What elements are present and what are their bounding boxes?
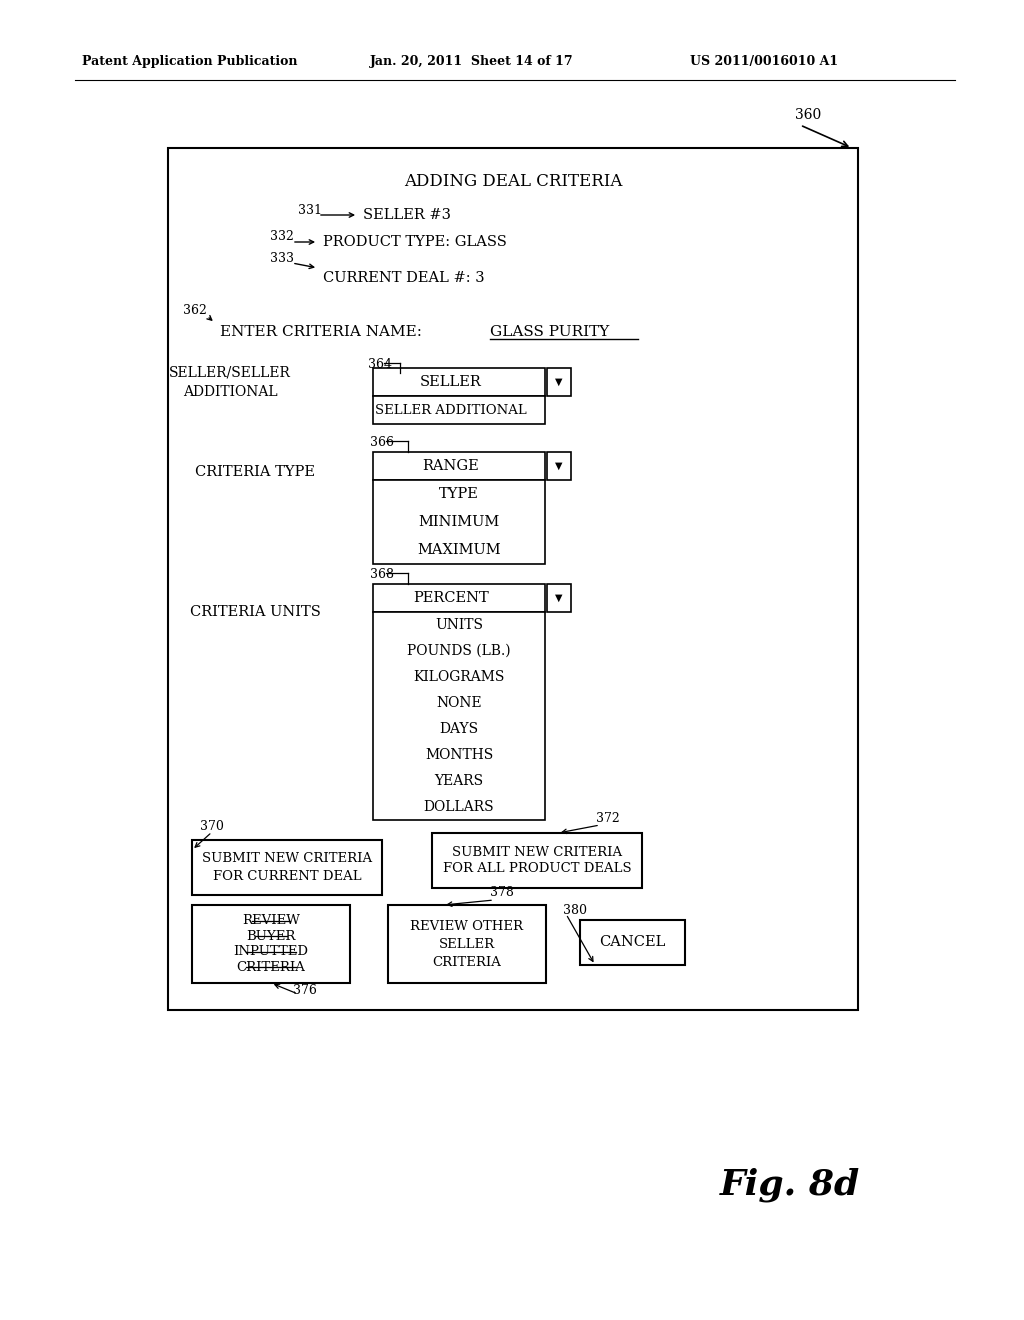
- Text: DAYS: DAYS: [439, 722, 478, 737]
- Text: POUNDS (LB.): POUNDS (LB.): [408, 644, 511, 657]
- Text: CANCEL: CANCEL: [599, 936, 666, 949]
- Bar: [432, 833, 642, 888]
- Text: 366: 366: [370, 437, 394, 450]
- Text: ▼: ▼: [555, 593, 563, 603]
- Text: MONTHS: MONTHS: [425, 748, 494, 762]
- Text: 333: 333: [270, 252, 294, 264]
- Text: MAXIMUM: MAXIMUM: [417, 543, 501, 557]
- Text: Fig. 8d: Fig. 8d: [720, 1168, 860, 1203]
- Bar: [193, 906, 350, 983]
- Text: 370: 370: [200, 820, 224, 833]
- Text: INPUTTED: INPUTTED: [233, 945, 308, 958]
- Text: NONE: NONE: [436, 696, 482, 710]
- Bar: [168, 148, 858, 1010]
- Text: 362: 362: [183, 304, 207, 317]
- Text: 332: 332: [270, 231, 294, 243]
- Text: GLASS PURITY: GLASS PURITY: [490, 325, 609, 339]
- Text: 378: 378: [490, 887, 514, 899]
- Text: MINIMUM: MINIMUM: [419, 515, 500, 529]
- Text: 380: 380: [563, 903, 587, 916]
- Text: CURRENT DEAL #: 3: CURRENT DEAL #: 3: [323, 271, 484, 285]
- Text: SUBMIT NEW CRITERIA
FOR CURRENT DEAL: SUBMIT NEW CRITERIA FOR CURRENT DEAL: [202, 853, 372, 883]
- Text: CRITERIA UNITS: CRITERIA UNITS: [189, 605, 321, 619]
- Text: KILOGRAMS: KILOGRAMS: [414, 671, 505, 684]
- Text: UNITS: UNITS: [435, 618, 483, 632]
- Bar: [547, 368, 571, 396]
- Text: RANGE: RANGE: [423, 459, 479, 473]
- Text: BUYER: BUYER: [247, 929, 296, 942]
- Bar: [547, 451, 571, 480]
- Bar: [373, 583, 545, 612]
- Bar: [373, 451, 545, 480]
- Bar: [193, 840, 382, 895]
- Text: TYPE: TYPE: [439, 487, 479, 502]
- Text: REVIEW OTHER
SELLER
CRITERIA: REVIEW OTHER SELLER CRITERIA: [411, 920, 523, 969]
- Text: SELLER ADDITIONAL: SELLER ADDITIONAL: [375, 404, 527, 417]
- Bar: [373, 368, 545, 396]
- Bar: [388, 906, 546, 983]
- Text: CRITERIA: CRITERIA: [237, 961, 305, 974]
- Text: ▼: ▼: [555, 461, 563, 471]
- Text: SELLER: SELLER: [420, 375, 482, 389]
- Text: Jan. 20, 2011  Sheet 14 of 17: Jan. 20, 2011 Sheet 14 of 17: [370, 55, 573, 69]
- Text: 376: 376: [293, 983, 316, 997]
- Bar: [373, 396, 545, 424]
- Text: 368: 368: [370, 569, 394, 582]
- Bar: [547, 583, 571, 612]
- Text: SELLER/SELLER
ADDITIONAL: SELLER/SELLER ADDITIONAL: [169, 366, 291, 399]
- Text: PRODUCT TYPE: GLASS: PRODUCT TYPE: GLASS: [323, 235, 507, 249]
- Text: REVIEW: REVIEW: [242, 913, 300, 927]
- Text: Patent Application Publication: Patent Application Publication: [82, 55, 298, 69]
- Text: 360: 360: [795, 108, 821, 121]
- Text: US 2011/0016010 A1: US 2011/0016010 A1: [690, 55, 838, 69]
- Bar: [373, 612, 545, 820]
- Bar: [580, 920, 685, 965]
- Text: SUBMIT NEW CRITERIA
FOR ALL PRODUCT DEALS: SUBMIT NEW CRITERIA FOR ALL PRODUCT DEAL…: [442, 846, 632, 875]
- Text: ADDING DEAL CRITERIA: ADDING DEAL CRITERIA: [403, 173, 623, 190]
- Text: 331: 331: [298, 203, 322, 216]
- Text: 364: 364: [368, 359, 392, 371]
- Text: SELLER #3: SELLER #3: [362, 209, 451, 222]
- Text: YEARS: YEARS: [434, 774, 483, 788]
- Text: ▼: ▼: [555, 378, 563, 387]
- Text: DOLLARS: DOLLARS: [424, 800, 495, 814]
- Bar: [373, 480, 545, 564]
- Text: PERCENT: PERCENT: [413, 591, 488, 605]
- Text: 372: 372: [596, 812, 620, 825]
- Text: CRITERIA TYPE: CRITERIA TYPE: [195, 465, 315, 479]
- Text: ENTER CRITERIA NAME:: ENTER CRITERIA NAME:: [220, 325, 422, 339]
